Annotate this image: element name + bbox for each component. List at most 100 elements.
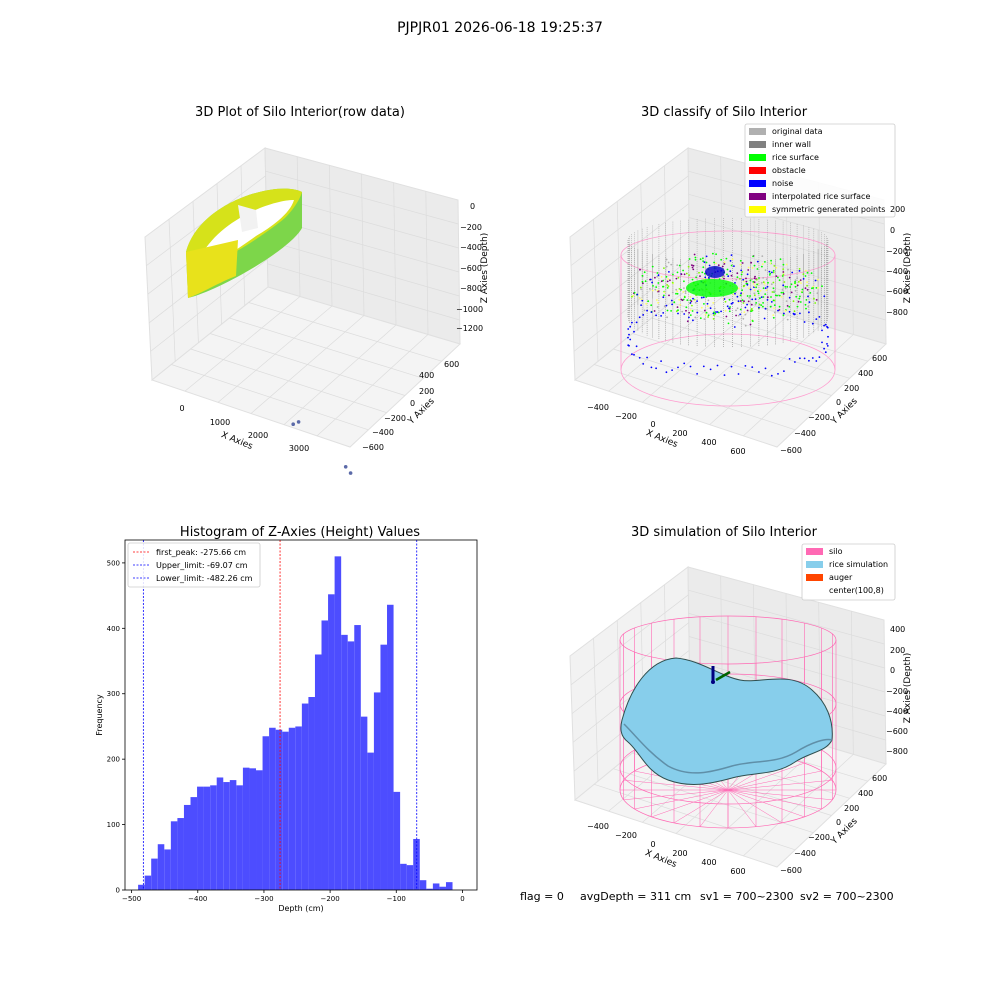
cloud-point [735, 314, 737, 317]
p4-ytick: −400 [794, 849, 816, 858]
histogram-xlabel: Depth (cm) [278, 904, 323, 913]
p2-xtick: 0 [650, 420, 655, 429]
cloud-point [657, 301, 659, 304]
noise-point [627, 328, 630, 330]
noise-point [631, 353, 633, 356]
noise-point [671, 303, 673, 306]
cloud-point [792, 300, 795, 303]
p4-ztick: −400 [886, 707, 908, 716]
pane-gridline [571, 203, 690, 295]
noise-point [665, 371, 668, 374]
cloud-point [773, 307, 775, 310]
noise-point [631, 321, 633, 324]
cloud-point [676, 271, 679, 274]
p2-zlabel: Z Axies (Depth) [903, 233, 913, 304]
cloud-point [702, 266, 705, 269]
cloud-point [669, 279, 671, 282]
cloud-point [753, 264, 756, 267]
histogram-bar [177, 818, 184, 890]
cloud-point [713, 314, 715, 316]
cloud-point [778, 309, 781, 311]
p2-legend-label: rice surface [772, 153, 819, 162]
cloud-point [750, 309, 753, 311]
pane-gridline [593, 219, 599, 362]
histogram-bar [432, 883, 440, 890]
cloud-point [749, 288, 752, 291]
pane-gridline [743, 754, 854, 857]
cloud-point [758, 277, 760, 279]
p2-ztick: 0 [890, 226, 895, 235]
cloud-point [678, 288, 681, 290]
silo-floor-spoke [727, 789, 757, 827]
cloud-point [706, 302, 709, 305]
cloud-point [671, 291, 674, 294]
pane-gridline [572, 231, 690, 324]
cloud-point [765, 289, 768, 292]
cloud-point [720, 258, 723, 261]
cloud-point [636, 293, 639, 296]
noise-point [823, 347, 825, 350]
cloud-point [765, 278, 768, 281]
histogram-reference-lines [142, 540, 418, 890]
cloud-point [684, 290, 687, 293]
cloud-point [692, 297, 694, 300]
noise-point [821, 329, 823, 332]
cloud-point [771, 291, 774, 293]
p2-xtick: 600 [730, 447, 745, 456]
panel2-point-cloud [627, 218, 829, 377]
noise-point [803, 321, 806, 323]
cloud-point [675, 310, 678, 313]
p4-ytick: 400 [858, 789, 873, 798]
silo-floor-spoke [651, 789, 729, 818]
noise-cluster [705, 266, 725, 278]
cloud-point [753, 294, 756, 297]
cloud-point [741, 299, 744, 302]
cloud-point [656, 299, 658, 301]
cloud-point [785, 300, 788, 302]
p2-legend-swatch [749, 167, 766, 174]
histogram-bar [282, 731, 289, 890]
histogram-bars [138, 556, 453, 890]
sv1-text: sv1 = 700~2300 [700, 890, 794, 903]
p4-legend-box [801, 543, 896, 601]
cloud-point [702, 260, 704, 262]
cloud-point [749, 323, 752, 326]
cloud-point [705, 255, 708, 258]
cloud-point [700, 306, 703, 309]
cloud-point [723, 263, 726, 265]
panel1-outlier-points [291, 420, 353, 475]
cloud-point [785, 263, 788, 266]
cloud-point [799, 279, 802, 281]
cloud-point [728, 298, 731, 301]
silo-floor-spoke [727, 789, 822, 810]
histogram-bar [301, 703, 309, 890]
cloud-point [707, 314, 710, 317]
cloud-point [638, 297, 641, 299]
cloud-point [800, 282, 802, 284]
cloud-point [683, 296, 686, 299]
noise-point [709, 368, 712, 371]
cloud-point [746, 303, 748, 306]
cloud-point [737, 314, 740, 317]
cloud-point [804, 269, 807, 272]
pane-gridline [616, 620, 622, 763]
cloud-point [675, 292, 677, 295]
histogram-bar [223, 782, 230, 890]
cloud-point [753, 289, 756, 292]
cloud-point [694, 316, 697, 319]
panel4-legend: silo rice simulation auger center(100,8) [801, 543, 896, 601]
cloud-point [753, 281, 756, 283]
outlier-point [291, 422, 296, 427]
cloud-point [781, 275, 784, 277]
cloud-point [679, 304, 681, 306]
cloud-point [730, 254, 733, 256]
histogram-bar [203, 786, 211, 890]
noise-point [671, 369, 673, 371]
noise-point [764, 367, 767, 370]
cloud-point [639, 268, 641, 271]
cloud-point [806, 281, 808, 284]
cloud-point [743, 300, 745, 303]
panel-classify-3d: 3D classify of Silo Interior original da… [569, 105, 913, 456]
pane-gridline [316, 334, 429, 437]
